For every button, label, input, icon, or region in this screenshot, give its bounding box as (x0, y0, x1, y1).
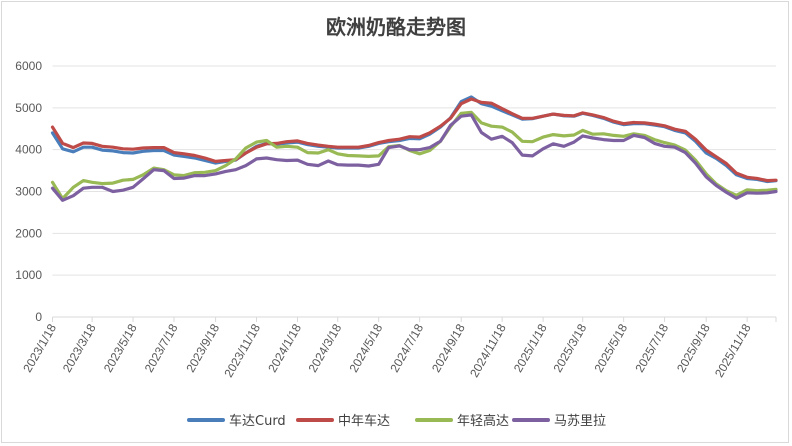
x-tick-label: 2024/1/18 (265, 321, 304, 375)
series-line-2 (50, 97, 778, 183)
gridlines (52, 65, 776, 318)
legend-label: 车达Curd (229, 413, 286, 429)
y-tick-label: 4000 (15, 143, 42, 157)
x-tick-label: 2023/5/18 (101, 321, 140, 375)
legend-item: 车达Curd (187, 413, 286, 429)
legend: 车达Curd 中年车达 年轻高达 马苏里拉 (187, 413, 606, 429)
x-tick-label: 2025/11/18 (712, 321, 754, 380)
series-line-4 (50, 113, 778, 202)
y-tick-label: 1000 (15, 268, 42, 282)
series-line-3 (50, 110, 778, 201)
x-tick-label: 2023/7/18 (142, 321, 181, 375)
x-tick-label: 2023/3/18 (60, 321, 99, 375)
x-tick-label: 2025/7/18 (632, 321, 671, 375)
x-tick-label: 2025/1/18 (511, 321, 550, 375)
x-tick-label: 2024/3/18 (306, 321, 345, 375)
x-tick-label: 2023/9/18 (183, 321, 222, 375)
x-tick-label: 2024/5/18 (346, 321, 385, 375)
x-tick-label: 2023/1/18 (20, 321, 59, 375)
y-tick-label: 6000 (15, 59, 42, 73)
legend-item: 年轻高达 (415, 413, 509, 429)
x-tick-label: 2024/9/18 (429, 321, 468, 375)
y-tick-label: 3000 (15, 185, 42, 199)
x-tick-label: 2025/9/18 (674, 321, 713, 375)
y-tick-label: 2000 (15, 226, 42, 240)
legend-label: 中年车达 (338, 413, 390, 429)
x-tick-label: 2025/3/18 (550, 321, 589, 375)
legend-label: 马苏里拉 (554, 413, 606, 429)
y-tick-label: 0 (35, 310, 42, 324)
x-tick-label: 2024/11/18 (467, 321, 509, 380)
chart-title: 欧洲奶酪走势图 (326, 15, 466, 39)
y-axis: 0 1000 2000 3000 4000 5000 6000 (15, 59, 42, 324)
series-lines (50, 95, 778, 202)
x-axis: 2023/1/18 2023/3/18 2023/5/18 2023/7/18 2023… (20, 317, 777, 380)
legend-label: 年轻高达 (457, 413, 509, 429)
x-tick-label: 2025/5/18 (591, 321, 630, 375)
legend-item: 马苏里拉 (512, 413, 606, 429)
legend-item: 中年车达 (296, 413, 390, 429)
y-tick-label: 5000 (15, 101, 42, 115)
x-tick-label: 2023/11/18 (221, 321, 263, 380)
x-tick-label: 2024/7/18 (387, 321, 426, 375)
